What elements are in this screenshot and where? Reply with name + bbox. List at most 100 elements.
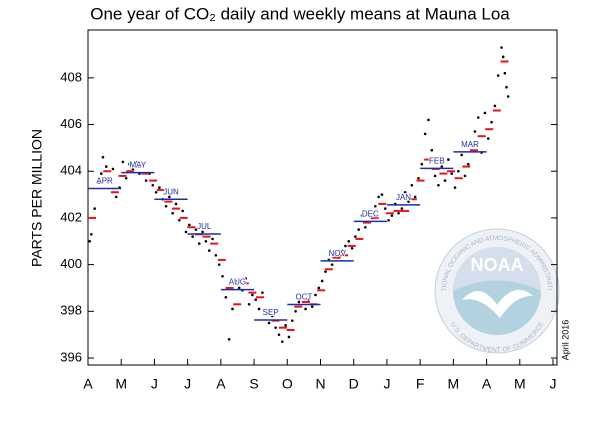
weekly-mean [263, 310, 272, 313]
daily-mean [257, 307, 261, 311]
weekly-mean [447, 170, 456, 173]
x-tick-label: J [184, 376, 191, 392]
daily-mean [294, 310, 297, 313]
daily-mean [158, 186, 161, 189]
daily-mean [211, 237, 214, 241]
weekly-mean [355, 237, 364, 240]
weekly-mean [187, 226, 196, 229]
daily-mean [101, 155, 105, 159]
weekly-mean [294, 305, 303, 308]
logo-bird [462, 289, 533, 318]
y-tick-label: 402 [60, 209, 82, 224]
weekly-mean [87, 216, 96, 219]
daily-mean [300, 295, 304, 299]
daily-mean [287, 335, 291, 339]
daily-mean [290, 319, 294, 322]
daily-mean [168, 195, 171, 199]
daily-mean [470, 144, 473, 147]
daily-mean [440, 165, 444, 168]
daily-mean [191, 235, 194, 238]
daily-mean [330, 263, 334, 266]
daily-mean [207, 249, 211, 252]
weekly-mean [110, 191, 119, 194]
x-tick-label: A [216, 376, 226, 392]
daily-mean [374, 204, 377, 208]
daily-mean [221, 274, 224, 278]
daily-mean [450, 172, 454, 175]
daily-mean [500, 46, 503, 49]
weekly-mean [401, 209, 410, 212]
daily-mean [88, 239, 91, 243]
daily-mean [231, 307, 234, 311]
x-tick-label: O [282, 376, 293, 392]
weekly-mean [133, 165, 142, 168]
logo-name: NOAA [471, 255, 524, 275]
weekly-mean [385, 212, 394, 215]
daily-mean [437, 183, 440, 187]
weekly-mean [500, 60, 509, 63]
y-tick-label: 398 [60, 303, 82, 318]
daily-mean [264, 312, 268, 315]
month-label: AUG [229, 278, 246, 287]
weekly-mean [210, 242, 219, 245]
daily-mean [483, 111, 487, 115]
weekly-mean [393, 209, 402, 212]
daily-mean [347, 239, 351, 243]
weekly-mean [103, 170, 112, 173]
y-tick-label: 404 [60, 163, 82, 178]
daily-mean [496, 74, 500, 77]
month-label: FEB [429, 157, 445, 166]
daily-mean [197, 242, 201, 245]
x-tick-label: S [249, 376, 258, 392]
daily-mean [324, 270, 327, 273]
y-tick-label: 406 [60, 116, 82, 131]
weekly-mean [248, 291, 257, 294]
daily-mean [114, 195, 118, 199]
weekly-mean [256, 296, 265, 299]
weekly-mean [179, 216, 188, 219]
daily-mean [486, 137, 490, 140]
daily-mean [261, 291, 264, 294]
daily-mean [281, 340, 284, 343]
daily-mean [340, 249, 344, 252]
daily-mean [201, 230, 204, 234]
month-label: APR [96, 177, 113, 186]
month-label: DEC [362, 210, 379, 219]
weekly-mean [225, 286, 234, 289]
x-tick-label: M [448, 376, 460, 392]
weekly-mean [118, 174, 127, 177]
weekly-mean [126, 170, 135, 173]
weekly-mean [492, 109, 501, 112]
daily-mean [410, 183, 414, 187]
daily-mean [194, 228, 198, 231]
x-tick-label: M [514, 376, 526, 392]
daily-mean [430, 148, 434, 152]
daily-mean [360, 214, 364, 217]
daily-mean [93, 207, 96, 210]
x-tick-label: F [416, 376, 425, 392]
daily-mean [413, 195, 417, 199]
daily-mean [400, 207, 404, 210]
daily-mean [237, 286, 241, 290]
daily-mean [227, 338, 231, 341]
daily-mean [217, 263, 221, 266]
weekly-mean [469, 149, 478, 152]
daily-mean [254, 298, 258, 301]
x-tick-label: M [115, 376, 127, 392]
daily-mean [420, 162, 424, 166]
daily-mean [277, 333, 281, 336]
daily-mean [364, 225, 367, 229]
daily-mean [128, 162, 131, 166]
y-tick-label: 408 [60, 69, 82, 84]
daily-mean [476, 116, 480, 119]
noaa-logo: NOAA NATIONAL OCEANIC AND ATMOSPHERIC AD… [0, 0, 560, 354]
weekly-mean [416, 179, 425, 182]
daily-mean [108, 176, 111, 180]
daily-mean [178, 218, 181, 222]
daily-mean [390, 214, 394, 217]
date-note: April 2016 [560, 320, 570, 361]
daily-mean [99, 172, 103, 175]
month-label: JAN [396, 193, 411, 202]
weekly-mean [149, 179, 158, 182]
weekly-mean [439, 172, 448, 175]
